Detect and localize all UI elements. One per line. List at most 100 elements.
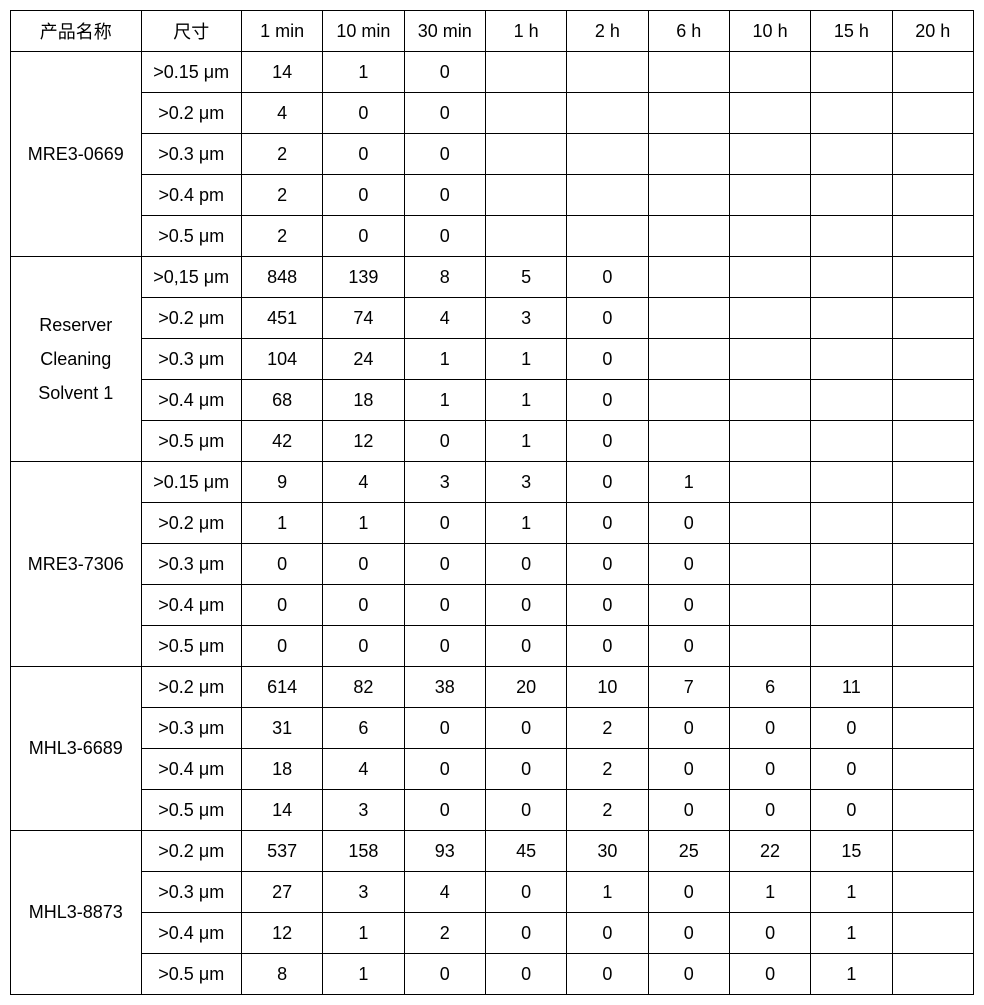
data-cell: 537 [241,831,322,872]
data-cell: 0 [648,749,729,790]
data-cell [811,339,892,380]
data-cell [811,585,892,626]
data-cell: 0 [323,544,404,585]
data-cell: 18 [241,749,322,790]
data-cell [729,626,810,667]
table-row: >0.2 μm110100 [11,503,974,544]
header-30min: 30 min [404,11,485,52]
data-cell: 0 [404,216,485,257]
data-cell [892,93,973,134]
data-cell: 0 [323,626,404,667]
data-cell: 614 [241,667,322,708]
table-row: >0.3 μm000000 [11,544,974,585]
data-cell: 0 [648,544,729,585]
data-cell [648,421,729,462]
data-cell [811,216,892,257]
data-cell: 0 [404,626,485,667]
header-15h: 15 h [811,11,892,52]
data-cell [811,134,892,175]
data-cell [811,380,892,421]
data-cell: 1 [811,954,892,995]
product-name-cell: MHL3-8873 [11,831,142,995]
header-row: 产品名称 尺寸 1 min 10 min 30 min 1 h 2 h 6 h … [11,11,974,52]
data-cell [892,339,973,380]
data-cell: 0 [567,913,648,954]
table-row: MRE3-0669>0.15 μm1410 [11,52,974,93]
header-20h: 20 h [892,11,973,52]
data-cell: 3 [404,462,485,503]
data-cell: 0 [729,708,810,749]
data-cell [648,134,729,175]
table-row: >0.4 μm6818110 [11,380,974,421]
data-cell [892,790,973,831]
header-1min: 1 min [241,11,322,52]
data-cell [892,52,973,93]
data-cell: 104 [241,339,322,380]
table-row: >0.2 μm45174430 [11,298,974,339]
data-cell [729,421,810,462]
header-1h: 1 h [485,11,566,52]
data-cell: 0 [729,913,810,954]
data-cell [892,503,973,544]
size-cell: >0.5 μm [141,954,241,995]
data-cell: 0 [567,462,648,503]
data-cell [729,298,810,339]
table-row: MHL3-6689>0.2 μm614823820107611 [11,667,974,708]
data-cell [811,462,892,503]
data-cell: 0 [404,749,485,790]
product-name-cell: MRE3-0669 [11,52,142,257]
data-cell: 0 [567,257,648,298]
data-cell: 0 [648,913,729,954]
data-cell: 0 [648,626,729,667]
data-cell [892,175,973,216]
data-cell [729,134,810,175]
table-row: >0.4 μm121200001 [11,913,974,954]
data-cell: 4 [323,462,404,503]
data-cell: 0 [567,954,648,995]
data-cell: 12 [323,421,404,462]
data-cell [648,298,729,339]
data-cell [485,93,566,134]
data-cell [729,503,810,544]
data-cell: 0 [241,626,322,667]
data-cell: 2 [241,175,322,216]
data-cell: 0 [567,298,648,339]
data-cell: 0 [404,544,485,585]
data-cell [648,52,729,93]
size-cell: >0.3 μm [141,339,241,380]
data-cell: 0 [648,708,729,749]
data-cell: 0 [404,503,485,544]
size-cell: >0.2 μm [141,503,241,544]
data-cell: 1 [811,913,892,954]
data-cell [648,216,729,257]
data-cell [811,626,892,667]
data-cell [729,175,810,216]
data-cell: 0 [485,544,566,585]
data-cell [892,380,973,421]
data-cell: 1 [485,380,566,421]
size-cell: >0.4 μm [141,749,241,790]
data-cell [811,298,892,339]
data-cell [648,257,729,298]
data-cell: 5 [485,257,566,298]
data-cell: 1 [404,380,485,421]
data-cell: 25 [648,831,729,872]
data-cell: 6 [323,708,404,749]
data-cell: 0 [404,93,485,134]
data-cell [892,257,973,298]
data-cell [892,134,973,175]
data-cell [892,954,973,995]
product-name-cell: MRE3-7306 [11,462,142,667]
product-name-cell: ReserverCleaningSolvent 1 [11,257,142,462]
data-cell: 0 [404,175,485,216]
data-cell [811,421,892,462]
data-cell: 0 [567,503,648,544]
data-cell: 30 [567,831,648,872]
data-cell: 1 [729,872,810,913]
size-cell: >0.3 μm [141,708,241,749]
data-cell [485,134,566,175]
data-cell [729,216,810,257]
data-cell [811,257,892,298]
table-row: >0.5 μm200 [11,216,974,257]
header-product: 产品名称 [11,11,142,52]
